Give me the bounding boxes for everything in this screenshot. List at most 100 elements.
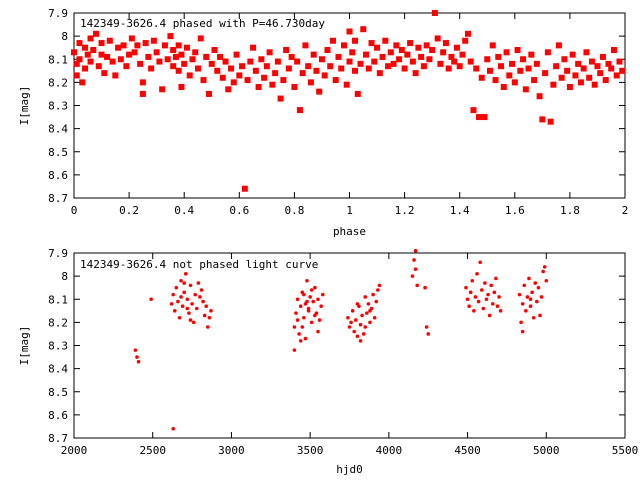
data-point bbox=[497, 295, 501, 299]
data-point bbox=[288, 53, 295, 60]
data-point bbox=[528, 297, 533, 302]
data-point bbox=[522, 283, 527, 288]
data-point bbox=[332, 77, 339, 84]
y-tick-label: 8.1 bbox=[48, 53, 68, 66]
y-tick-label: 8.2 bbox=[48, 76, 68, 89]
data-point bbox=[167, 33, 174, 40]
data-point bbox=[374, 44, 381, 51]
data-point bbox=[597, 70, 604, 77]
data-point bbox=[308, 295, 312, 299]
data-point bbox=[186, 72, 193, 79]
data-point bbox=[522, 86, 529, 93]
data-point bbox=[418, 53, 425, 60]
data-point bbox=[360, 26, 367, 33]
data-point bbox=[475, 114, 482, 121]
data-point bbox=[109, 58, 116, 65]
data-point bbox=[473, 65, 480, 72]
data-point bbox=[148, 65, 155, 72]
data-point bbox=[283, 47, 290, 53]
data-point bbox=[79, 79, 86, 86]
data-point bbox=[335, 53, 342, 60]
data-point bbox=[179, 278, 183, 283]
data-point bbox=[379, 53, 386, 60]
data-point bbox=[302, 42, 309, 49]
data-point bbox=[616, 58, 623, 65]
data-point bbox=[183, 44, 190, 51]
data-point bbox=[208, 60, 215, 67]
data-point bbox=[404, 51, 411, 58]
data-point bbox=[586, 74, 593, 81]
data-point bbox=[153, 49, 160, 56]
data-point bbox=[305, 299, 309, 304]
data-point bbox=[398, 47, 405, 53]
data-point bbox=[219, 74, 226, 81]
data-point bbox=[484, 297, 489, 302]
data-point bbox=[503, 49, 510, 56]
data-point bbox=[539, 295, 544, 299]
data-point bbox=[172, 53, 179, 60]
data-point bbox=[413, 248, 418, 253]
data-point bbox=[352, 329, 357, 334]
data-point bbox=[71, 49, 77, 56]
data-point bbox=[295, 297, 300, 302]
data-point bbox=[517, 292, 522, 297]
data-point bbox=[440, 49, 447, 56]
data-point bbox=[131, 49, 138, 56]
data-point bbox=[320, 292, 325, 297]
data-point bbox=[487, 313, 492, 318]
data-point bbox=[321, 72, 328, 79]
data-point bbox=[292, 348, 297, 352]
data-point bbox=[169, 302, 174, 306]
chart-title: 142349-3626.4 not phased light curve bbox=[80, 258, 318, 271]
data-point bbox=[363, 51, 370, 58]
data-point bbox=[376, 70, 383, 77]
data-point bbox=[377, 283, 382, 288]
data-point bbox=[145, 53, 152, 60]
data-point bbox=[445, 65, 452, 72]
y-axis-label: I[mag] bbox=[18, 86, 31, 126]
data-point bbox=[188, 283, 193, 288]
data-point bbox=[365, 65, 372, 72]
data-point bbox=[73, 72, 80, 79]
data-point bbox=[194, 306, 199, 311]
data-point bbox=[175, 42, 182, 49]
data-point bbox=[476, 299, 481, 304]
data-point bbox=[544, 278, 549, 283]
x-tick-label: 2500 bbox=[139, 444, 166, 457]
data-point bbox=[209, 309, 213, 313]
x-axis-label: hjd0 bbox=[336, 463, 363, 476]
y-tick-label: 8.6 bbox=[48, 409, 68, 422]
data-point bbox=[134, 42, 141, 49]
data-point bbox=[150, 37, 157, 44]
data-point bbox=[277, 95, 284, 102]
data-point bbox=[426, 56, 433, 63]
data-point bbox=[368, 309, 372, 313]
y-tick-label: 8.7 bbox=[48, 192, 68, 205]
data-point bbox=[175, 67, 182, 74]
unphased-chart: 2000 2500 3000 3500 4000 4500 5000 5500 7.9 8 8.1 8… bbox=[18, 247, 638, 476]
data-point bbox=[310, 51, 317, 58]
data-point bbox=[473, 295, 478, 299]
data-point bbox=[311, 299, 316, 304]
data-point bbox=[481, 114, 488, 121]
data-point bbox=[170, 63, 177, 70]
data-point bbox=[214, 67, 221, 74]
data-point bbox=[494, 276, 498, 281]
data-point bbox=[456, 63, 463, 70]
data-point bbox=[170, 47, 177, 53]
data-point bbox=[95, 63, 102, 70]
data-point bbox=[299, 70, 306, 77]
data-point bbox=[613, 72, 620, 79]
data-point bbox=[176, 299, 180, 304]
x-tick-label: 5500 bbox=[612, 444, 639, 457]
data-point bbox=[285, 65, 292, 72]
data-point bbox=[189, 56, 196, 63]
data-point bbox=[178, 51, 185, 58]
data-point bbox=[98, 51, 105, 58]
y-tick-label: 8.2 bbox=[48, 316, 68, 329]
data-point bbox=[472, 309, 476, 313]
data-point bbox=[203, 53, 210, 60]
data-point bbox=[583, 49, 590, 56]
data-point bbox=[467, 304, 471, 308]
data-point bbox=[580, 65, 587, 72]
